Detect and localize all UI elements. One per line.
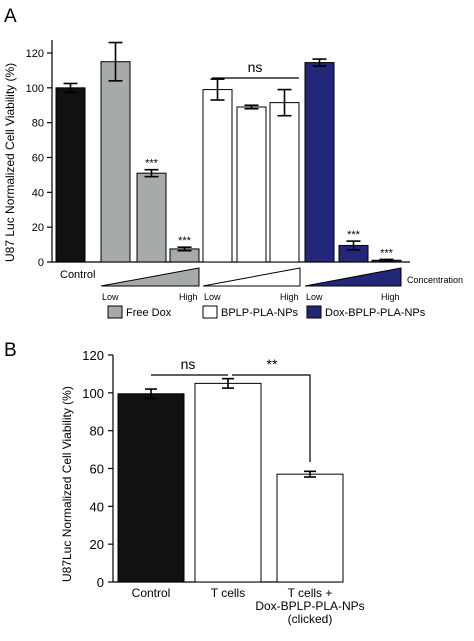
b-category-label: (clicked) [288,612,333,626]
a-bar [100,61,131,263]
a-y-tick-label: 40 [32,187,44,199]
b-y-tick-label: 60 [90,462,104,477]
a-high-label: High [280,292,299,302]
a-legend-swatch [107,305,123,319]
a-bar [304,62,335,263]
a-legend-label: Free Dox [126,307,172,319]
b-bar [194,382,262,583]
a-ns-label: ns [248,59,263,75]
b-y-tick-label: 20 [90,537,104,552]
a-significance-label: *** [380,247,394,259]
b-bar [276,473,344,583]
b-bar [117,393,185,583]
a-bar [236,106,267,263]
a-high-label: High [381,292,400,302]
b-y-tick-label: 120 [82,348,104,363]
a-high-label: High [179,292,198,302]
a-low-label: Low [306,292,323,302]
panel-b-axes: 0 20 40 60 80 100 120 [82,348,340,590]
b-y-tick-label: 100 [82,386,104,401]
a-significance-label: *** [178,235,192,247]
panel-a-bars: *** *** *** *** [55,41,402,263]
a-concentration-label: Concentration [407,275,463,285]
b-category-label: T cells [211,586,245,600]
a-legend-swatch [202,305,218,319]
a-concentration-wedge [100,267,200,287]
b-category-label: T cells + [288,586,333,600]
b-y-tick-label: 0 [97,575,104,590]
a-y-tick-label: 80 [32,118,44,130]
b-y-tick-label: 40 [90,499,104,514]
panel-a-ylabel: U87 Luc Normalized Cell Viability (%) [3,63,17,262]
a-bar [136,172,167,263]
panel-a-extras: ns Control Low High Low High Low High Concentrat… [60,59,463,319]
a-control-label: Control [60,269,95,281]
panel-b-ylabel: U87Luc Normalized Cell Viability (%) [60,386,74,582]
a-y-tick-label: 120 [26,48,44,60]
a-y-tick-label: 0 [38,257,44,269]
a-significance-label: *** [145,158,159,170]
a-low-label: Low [102,292,119,302]
a-low-label: Low [204,292,221,302]
panel-a-label: A [4,6,17,27]
a-significance-label: *** [347,229,361,241]
a-concentration-wedge [304,267,402,287]
b-category-label: Dox-BPLP-PLA-NPs [255,599,364,613]
a-concentration-wedge [202,267,301,287]
a-bar [269,102,300,263]
a-y-tick-label: 100 [26,83,44,95]
a-bar [55,87,86,263]
a-legend-swatch [306,305,322,319]
a-y-tick-label: 20 [32,222,44,234]
a-legend-label: BPLP-PLA-NPs [221,307,299,319]
b-sig-bracket [232,374,311,462]
a-legend-label: Dox-BPLP-PLA-NPs [325,307,426,319]
a-y-tick-label: 60 [32,153,44,165]
panel-b-bars: Control T cells T cells +Dox-BPLP-PLA-NPs(… [117,377,365,626]
b-ns-label: ns [181,356,196,372]
b-sig-label: ** [267,356,278,372]
panel-b-label: B [4,340,17,361]
panel-b-extras: ns ** [151,356,311,462]
a-bar [202,89,233,263]
b-category-label: Control [132,586,171,600]
b-y-tick-label: 80 [90,424,104,439]
